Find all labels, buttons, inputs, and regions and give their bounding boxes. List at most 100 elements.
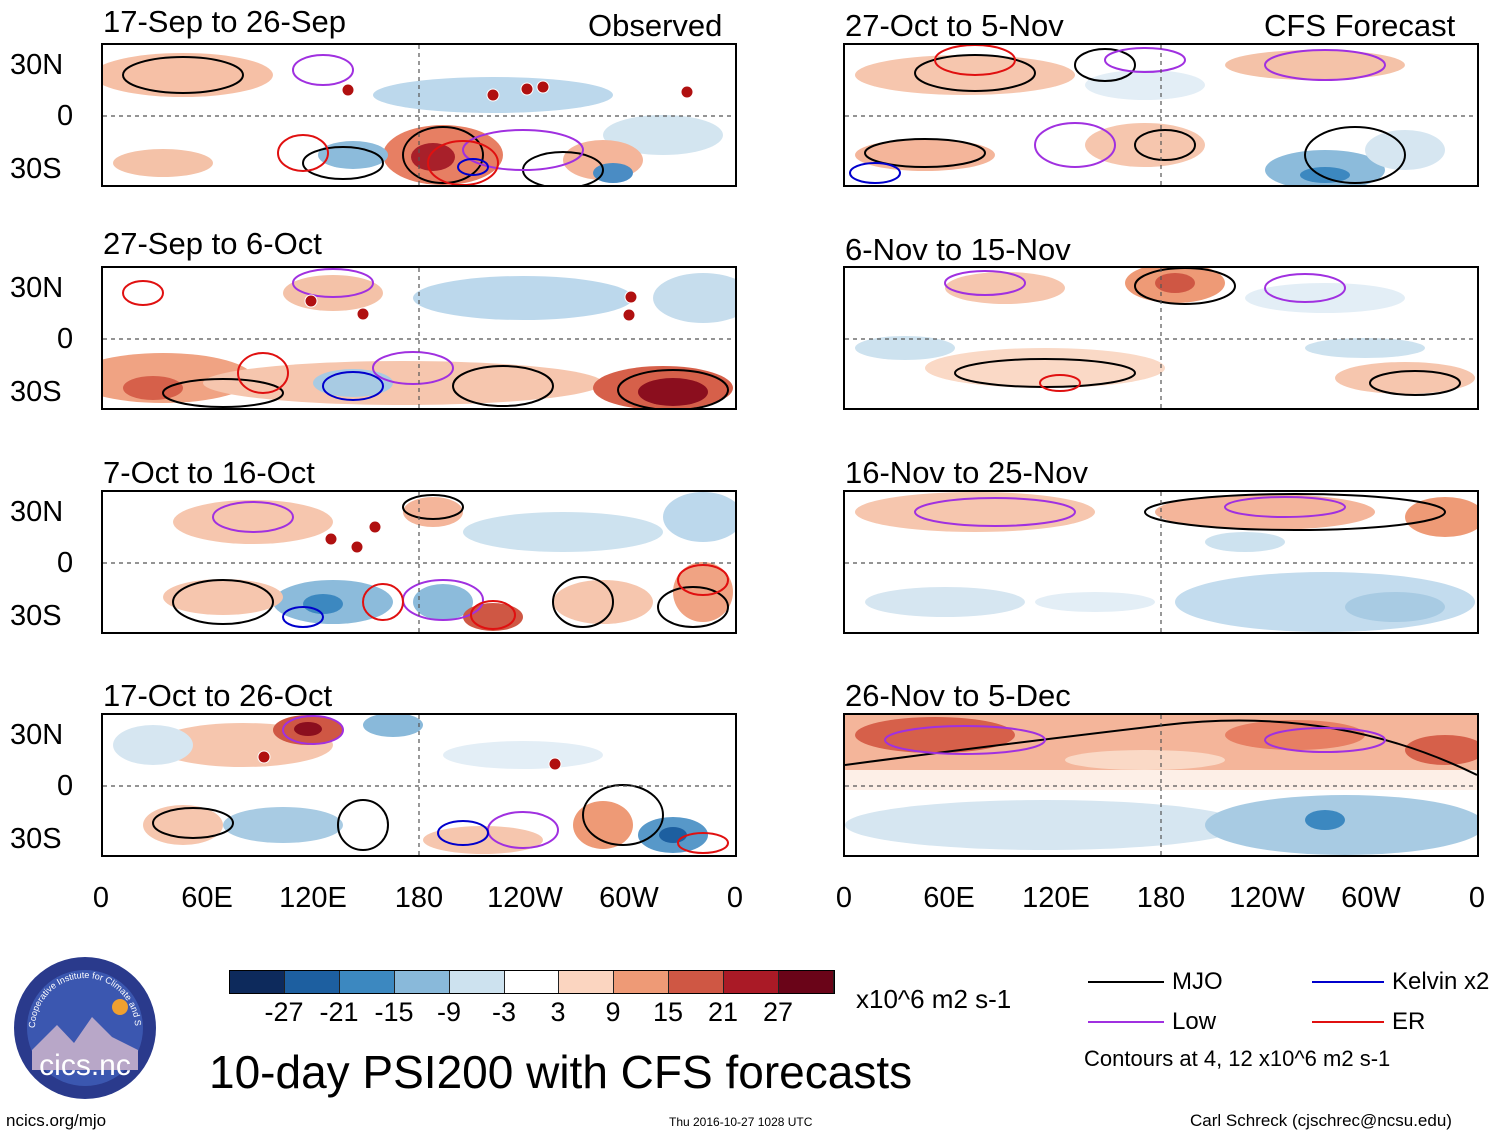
x-label: 180 bbox=[394, 882, 444, 914]
x-label: 0 bbox=[92, 882, 110, 914]
colorbar-tick: -27 bbox=[264, 997, 304, 1027]
legend-label: Low bbox=[1172, 1008, 1217, 1035]
psi-field bbox=[845, 268, 1477, 408]
y-label-eq: 0 bbox=[57, 323, 74, 355]
colorbar-cell bbox=[230, 971, 285, 993]
main-title: 10-day PSI200 with CFS forecasts bbox=[209, 1046, 913, 1098]
colorbar-cell bbox=[339, 971, 395, 993]
y-label-30s: 30S bbox=[10, 376, 62, 408]
legend-label: MJO bbox=[1172, 968, 1223, 995]
storm-marker bbox=[341, 83, 355, 97]
storm-marker bbox=[624, 290, 638, 304]
colorbar-cell bbox=[394, 971, 450, 993]
storm-marker bbox=[548, 757, 562, 771]
y-label-30n: 30N bbox=[10, 49, 64, 81]
storm-marker bbox=[536, 80, 550, 94]
x-label: 60E bbox=[181, 882, 233, 914]
colorbar bbox=[229, 970, 835, 994]
footer-link[interactable]: ncics.org/mjo bbox=[6, 1111, 107, 1130]
map-panel bbox=[843, 43, 1479, 187]
logo-text: cics.nc bbox=[39, 1049, 131, 1082]
panel-title: 26-Nov to 5-Dec bbox=[845, 678, 1071, 713]
legend-label: Kelvin x2 bbox=[1392, 968, 1490, 995]
storm-marker bbox=[622, 308, 636, 322]
legend-label: ER bbox=[1392, 1008, 1426, 1035]
colorbar-tick: 15 bbox=[652, 997, 684, 1027]
x-label: 0 bbox=[726, 882, 744, 914]
x-label: 60W bbox=[1341, 882, 1401, 914]
storm-marker bbox=[304, 294, 318, 308]
observed-label: Observed bbox=[588, 8, 723, 43]
footer-timestamp: Thu 2016-10-27 1028 UTC bbox=[669, 1115, 813, 1129]
legend-swatch-low bbox=[1088, 1021, 1164, 1023]
cics-logo: Cooperative Institute for Climate and Sa… bbox=[9, 947, 158, 1101]
y-label-30s: 30S bbox=[10, 600, 62, 632]
colorbar-cell bbox=[779, 971, 834, 993]
panel-title: 17-Oct to 26-Oct bbox=[103, 678, 333, 713]
psi-field bbox=[845, 715, 1477, 855]
psi-field bbox=[103, 45, 735, 185]
colorbar-tick: 3 bbox=[550, 997, 566, 1027]
panel-title: 7-Oct to 16-Oct bbox=[103, 455, 315, 490]
storm-marker bbox=[486, 88, 500, 102]
colorbar-units: x10^6 m2 s-1 bbox=[856, 984, 1012, 1014]
psi-field bbox=[845, 492, 1477, 632]
map-panel bbox=[843, 490, 1479, 634]
x-label: 180 bbox=[1136, 882, 1186, 914]
colorbar-tick: -3 bbox=[491, 997, 517, 1027]
colorbar-cell bbox=[504, 971, 560, 993]
y-label-30n: 30N bbox=[10, 272, 64, 304]
x-label: 60E bbox=[923, 882, 975, 914]
y-label-30n: 30N bbox=[10, 719, 64, 751]
psi-field bbox=[103, 715, 735, 855]
panel-title: 27-Oct to 5-Nov bbox=[845, 8, 1064, 43]
colorbar-cell bbox=[724, 971, 780, 993]
x-label: 120E bbox=[279, 882, 347, 914]
storm-marker bbox=[350, 540, 364, 554]
map-panel bbox=[101, 713, 737, 857]
colorbar-tick: 27 bbox=[762, 997, 794, 1027]
map-panel bbox=[101, 43, 737, 187]
colorbar-cell bbox=[449, 971, 505, 993]
x-label: 120W bbox=[1229, 882, 1305, 914]
map-panel bbox=[843, 266, 1479, 410]
colorbar-tick: -21 bbox=[319, 997, 359, 1027]
map-panel bbox=[101, 266, 737, 410]
colorbar-cell bbox=[559, 971, 615, 993]
legend-swatch-mjo bbox=[1088, 981, 1164, 983]
colorbar-tick: -9 bbox=[436, 997, 462, 1027]
colorbar-tick: 9 bbox=[605, 997, 621, 1027]
footer-author: Carl Schreck (cjschrec@ncsu.edu) bbox=[1190, 1111, 1452, 1130]
x-label: 60W bbox=[599, 882, 659, 914]
storm-marker bbox=[520, 82, 534, 96]
storm-marker bbox=[680, 85, 694, 99]
panel-title: 6-Nov to 15-Nov bbox=[845, 232, 1071, 267]
y-label-eq: 0 bbox=[57, 100, 74, 132]
y-label-eq: 0 bbox=[57, 770, 74, 802]
colorbar-cell bbox=[669, 971, 725, 993]
colorbar-tick: -15 bbox=[374, 997, 414, 1027]
psi-field bbox=[845, 45, 1477, 185]
legend-swatch-kelvin bbox=[1312, 981, 1384, 983]
y-label-30s: 30S bbox=[10, 153, 62, 185]
psi-field bbox=[103, 492, 735, 632]
x-label: 120W bbox=[487, 882, 563, 914]
x-label: 0 bbox=[1468, 882, 1486, 914]
panel-title: 17-Sep to 26-Sep bbox=[103, 4, 347, 39]
contours-note: Contours at 4, 12 x10^6 m2 s-1 bbox=[1084, 1046, 1391, 1071]
forecast-label: CFS Forecast bbox=[1264, 8, 1456, 43]
y-label-eq: 0 bbox=[57, 547, 74, 579]
x-label: 0 bbox=[835, 882, 853, 914]
colorbar-tick: 21 bbox=[707, 997, 739, 1027]
storm-marker bbox=[368, 520, 382, 534]
map-panel bbox=[101, 490, 737, 634]
colorbar-cell bbox=[614, 971, 670, 993]
y-label-30s: 30S bbox=[10, 823, 62, 855]
storm-marker bbox=[324, 532, 338, 546]
storm-marker bbox=[356, 307, 370, 321]
x-label: 120E bbox=[1022, 882, 1090, 914]
panel-title: 27-Sep to 6-Oct bbox=[103, 226, 322, 261]
storm-marker bbox=[257, 750, 271, 764]
legend-swatch-er bbox=[1312, 1021, 1384, 1023]
psi-field bbox=[103, 268, 735, 408]
